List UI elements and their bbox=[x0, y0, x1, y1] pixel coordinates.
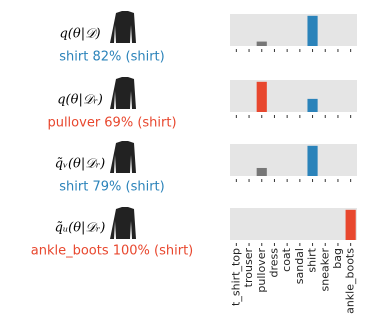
shirt-image bbox=[110, 141, 136, 173]
bar bbox=[307, 98, 318, 112]
prediction-caption: ankle_boots 100% (shirt) bbox=[31, 244, 194, 259]
bar bbox=[256, 81, 267, 112]
model-label: q(θ|𝒟ᵣ) bbox=[57, 93, 103, 108]
prediction-caption: pullover 69% (shirt) bbox=[47, 116, 176, 131]
x-tick-label: t_shirt_top bbox=[229, 248, 242, 306]
plot-background bbox=[230, 208, 357, 240]
x-tick-label: ankle_boots bbox=[344, 248, 357, 314]
bar bbox=[307, 145, 318, 176]
x-tick-label: sneaker bbox=[318, 248, 331, 292]
prediction-caption: shirt 79% (shirt) bbox=[59, 180, 164, 195]
model-label: q(θ|𝒟) bbox=[59, 27, 100, 42]
bar bbox=[345, 209, 356, 240]
prediction-caption: shirt 82% (shirt) bbox=[59, 50, 164, 65]
plot-background bbox=[230, 144, 357, 176]
x-tick-label: shirt bbox=[306, 247, 319, 272]
model-label: q̃ᵤ(θ|𝒟ᵣ) bbox=[55, 221, 106, 236]
x-tick-label: bag bbox=[331, 248, 344, 269]
x-tick-label: trouser bbox=[242, 248, 255, 288]
plot-background bbox=[230, 14, 357, 46]
bar bbox=[256, 167, 267, 176]
x-tick-label: sandal bbox=[293, 248, 306, 284]
x-tick-label: dress bbox=[267, 248, 280, 278]
shirt-image bbox=[110, 207, 136, 239]
plot-background bbox=[230, 80, 357, 112]
x-tick-label: pullover bbox=[255, 248, 268, 293]
shirt-image bbox=[110, 11, 136, 43]
model-label: q̃ᵥ(θ|𝒟ᵣ) bbox=[55, 157, 105, 172]
shirt-image bbox=[110, 77, 136, 109]
shirt-icons bbox=[110, 11, 136, 239]
bar bbox=[256, 41, 267, 46]
x-tick-label: coat bbox=[280, 247, 293, 272]
bar bbox=[307, 15, 318, 46]
